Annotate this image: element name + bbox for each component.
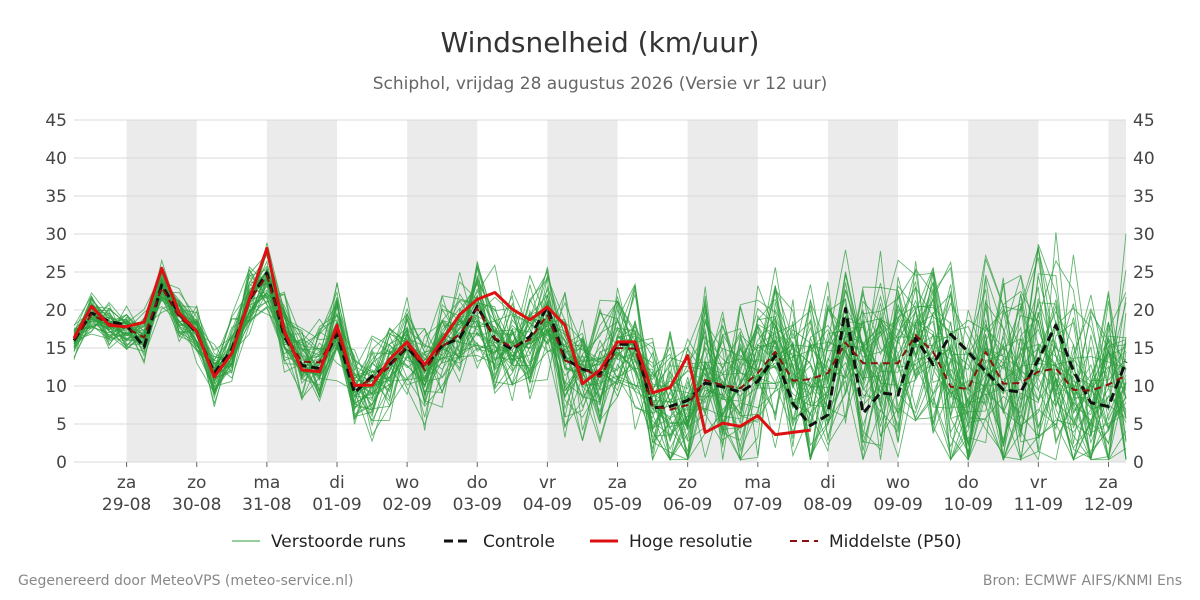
y-tick-right-15: 15	[1133, 339, 1155, 359]
x-tick-day-10: di	[820, 473, 836, 493]
legend-item-ensemble: Verstoorde runs	[232, 532, 406, 552]
x-tick-date-0: 29-08	[102, 495, 151, 515]
x-tick-day-6: vr	[539, 473, 556, 493]
weekend-shade-3	[547, 120, 618, 462]
x-tick-date-8: 06-09	[663, 495, 712, 515]
x-tick-day-11: wo	[886, 473, 910, 493]
ensemble-member-21	[73, 253, 1127, 461]
legend-label-control: Controle	[483, 532, 555, 552]
x-tick-day-0: za	[117, 473, 136, 493]
ensemble-member-25	[73, 261, 1127, 461]
ensemble-member-41	[73, 260, 1127, 461]
y-tick-right-10: 10	[1133, 377, 1155, 397]
y-tick-left-25: 25	[45, 263, 67, 283]
y-tick-left-30: 30	[45, 225, 67, 245]
y-tick-left-35: 35	[45, 187, 67, 207]
x-tick-date-14: 12-09	[1084, 495, 1133, 515]
x-tick-date-2: 31-08	[242, 495, 291, 515]
y-tick-right-35: 35	[1133, 187, 1155, 207]
x-tick-day-14: za	[1099, 473, 1118, 493]
y-tick-right-45: 45	[1133, 111, 1155, 131]
y-tick-left-5: 5	[56, 415, 67, 435]
legend-item-control: Controle	[444, 532, 555, 552]
x-tick-day-4: wo	[395, 473, 419, 493]
y-tick-right-5: 5	[1133, 415, 1144, 435]
footer-source: Bron: ECMWF AIFS/KNMI Ens	[983, 573, 1182, 589]
ensemble-member-47	[73, 268, 1127, 445]
legend: Verstoorde runs Controle Hoge resolutie …	[232, 532, 962, 552]
x-tick-day-3: di	[329, 473, 345, 493]
legend-item-p50: Middelste (P50)	[790, 532, 962, 552]
y-tick-left-40: 40	[45, 149, 67, 169]
ensemble-member-48	[73, 267, 1127, 456]
y-axis-right: 0 5 10 15 20 25 30 35 40 45	[1133, 111, 1155, 473]
x-tick-day-12: do	[958, 473, 979, 493]
x-tick-day-5: do	[467, 473, 488, 493]
y-axis-left: 0 5 10 15 20 25 30 35 40 45	[45, 111, 67, 473]
series-line-control	[72, 271, 1128, 427]
y-tick-left-10: 10	[45, 377, 67, 397]
y-tick-left-15: 15	[45, 339, 67, 359]
y-tick-left-45: 45	[45, 111, 67, 131]
x-tick-date-7: 05-09	[593, 495, 642, 515]
ensemble-member-30	[73, 293, 1127, 460]
y-tick-right-30: 30	[1133, 225, 1155, 245]
x-tick-date-5: 03-09	[453, 495, 502, 515]
ensemble-member-46	[73, 250, 1127, 461]
legend-item-hires: Hoge resolutie	[590, 532, 753, 552]
x-tick-date-9: 07-09	[733, 495, 782, 515]
y-tick-right-0: 0	[1133, 453, 1144, 473]
y-tick-left-0: 0	[56, 453, 67, 473]
x-tick-date-4: 02-09	[382, 495, 431, 515]
x-tick-date-1: 30-08	[172, 495, 221, 515]
ensemble-member-49	[73, 272, 1127, 461]
main-series	[72, 246, 1128, 437]
x-tick-day-1: zo	[187, 473, 206, 493]
x-tick-day-13: vr	[1030, 473, 1047, 493]
legend-label-hires: Hoge resolutie	[629, 532, 753, 552]
x-tick-date-11: 09-09	[873, 495, 922, 515]
ensemble-members	[73, 232, 1127, 462]
x-tick-day-2: ma	[253, 473, 280, 493]
y-tick-left-20: 20	[45, 301, 67, 321]
y-tick-right-25: 25	[1133, 263, 1155, 283]
x-tick-date-13: 11-09	[1014, 495, 1063, 515]
chart-subtitle: Schiphol, vrijdag 28 augustus 2026 (Vers…	[373, 74, 828, 94]
y-tick-right-20: 20	[1133, 301, 1155, 321]
x-tick-date-6: 04-09	[523, 495, 572, 515]
weekend-shade-4	[687, 120, 758, 462]
x-tick-date-10: 08-09	[803, 495, 852, 515]
series-line-hires	[72, 246, 811, 437]
ensemble-member-38	[73, 275, 1127, 461]
y-tick-right-40: 40	[1133, 149, 1155, 169]
chart-title: Windsnelheid (km/uur)	[441, 26, 760, 59]
plot-area	[72, 119, 1128, 463]
x-tick-day-9: ma	[744, 473, 771, 493]
x-tick-date-12: 10-09	[943, 495, 992, 515]
x-tick-date-3: 01-09	[312, 495, 361, 515]
x-tick-day-7: za	[608, 473, 627, 493]
x-axis: za29-08zo30-08ma31-08di01-09wo02-09do03-…	[102, 462, 1133, 515]
x-tick-day-8: zo	[678, 473, 697, 493]
legend-label-p50: Middelste (P50)	[829, 532, 962, 552]
legend-label-ensemble: Verstoorde runs	[271, 532, 406, 552]
footer-generated-by: Gegenereerd door MeteoVPS (meteo-service…	[18, 573, 353, 589]
ensemble-member-28	[73, 253, 1127, 461]
